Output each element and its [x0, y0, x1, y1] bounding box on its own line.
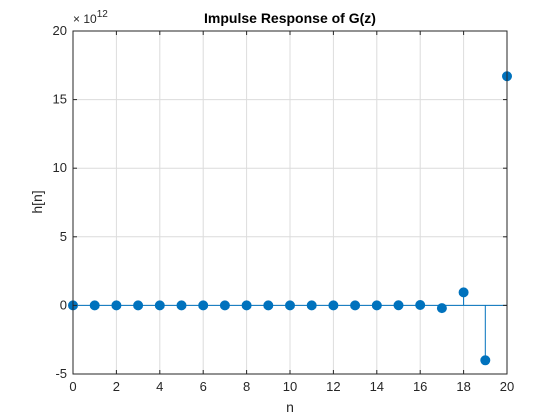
stem-marker [133, 300, 144, 311]
x-tick-label: 14 [370, 379, 384, 394]
x-tick-label: 6 [200, 379, 207, 394]
y-tick-label: 5 [60, 229, 67, 244]
stem-marker [480, 355, 491, 366]
stem-marker [154, 300, 165, 311]
chart-title: Impulse Response of G(z) [204, 10, 376, 26]
stem-marker [458, 287, 469, 298]
y-axis-label: h[n] [29, 190, 45, 213]
y-exponent-label: × 1012 [73, 9, 108, 26]
x-axis-label: n [286, 399, 294, 415]
stem-marker [176, 300, 187, 311]
x-tick-label: 10 [283, 379, 297, 394]
stem-marker [263, 300, 274, 311]
x-ticks: 0 2 4 6 8 10 12 14 16 18 20 [69, 31, 514, 394]
y-tick-label: 0 [60, 297, 67, 312]
stem-marker [415, 299, 426, 310]
x-tick-label: 20 [500, 379, 514, 394]
x-tick-label: 0 [69, 379, 76, 394]
stem-marker [328, 300, 339, 311]
stem-marker [371, 300, 382, 311]
stem-marker [285, 300, 295, 311]
x-tick-label: 16 [413, 379, 427, 394]
stem-marker [241, 300, 252, 311]
x-tick-label: 8 [243, 379, 250, 394]
y-tick-label: 15 [53, 92, 67, 107]
stem-marker [436, 303, 447, 314]
x-tick-label: 2 [113, 379, 120, 394]
stem-marker [111, 300, 122, 311]
stem-marker [198, 300, 209, 311]
stem-marker [350, 300, 361, 311]
y-tick-label: 10 [53, 160, 67, 175]
stem-marker [219, 300, 230, 311]
x-tick-label: 18 [456, 379, 470, 394]
y-exponent-base: × 10 [73, 12, 97, 26]
y-ticks: -5 0 5 10 15 20 [53, 23, 507, 381]
stem-marker [89, 300, 100, 311]
y-tick-label: -5 [55, 366, 67, 381]
stem-marker [306, 300, 317, 311]
x-tick-label: 4 [156, 379, 163, 394]
y-exponent-power: 12 [97, 9, 109, 20]
stem-marker [393, 300, 404, 311]
x-tick-label: 12 [326, 379, 340, 394]
y-tick-label: 20 [53, 23, 67, 38]
